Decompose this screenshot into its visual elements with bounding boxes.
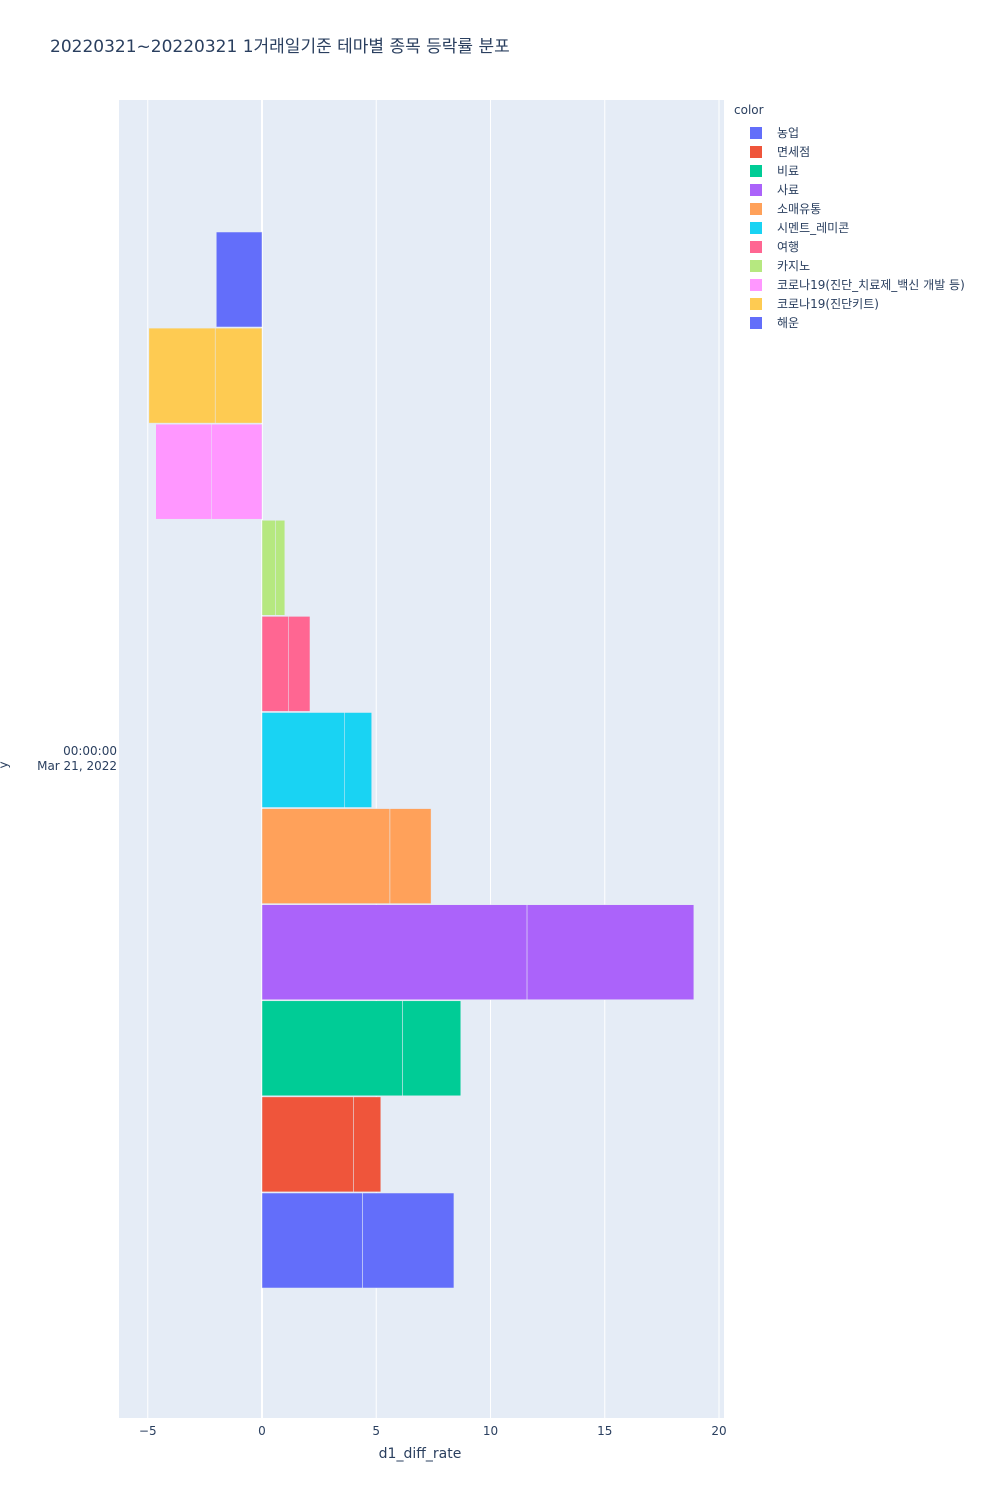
legend-swatch bbox=[750, 183, 762, 196]
legend-item[interactable]: 사료 bbox=[740, 180, 965, 199]
x-tick-label: 10 bbox=[483, 1424, 498, 1438]
bar-segment[interactable] bbox=[155, 423, 212, 520]
bar-segment[interactable] bbox=[211, 423, 263, 520]
bar-segment[interactable] bbox=[148, 327, 216, 424]
legend-label: 코로나19(진단키트) bbox=[777, 297, 879, 311]
bar-segment[interactable] bbox=[275, 520, 286, 616]
bar-segment[interactable] bbox=[261, 904, 528, 1000]
bar-segment[interactable] bbox=[402, 1000, 462, 1097]
legend-swatch bbox=[750, 316, 762, 329]
legend-label: 시멘트_레미콘 bbox=[777, 221, 850, 235]
legend-item[interactable]: 코로나19(진단키트) bbox=[740, 294, 965, 313]
bar-segment[interactable] bbox=[353, 1096, 382, 1193]
legend-item[interactable]: 농업 bbox=[740, 123, 965, 142]
bar-segment[interactable] bbox=[389, 808, 432, 904]
legend-swatch bbox=[750, 145, 762, 158]
legend-swatch bbox=[750, 240, 762, 253]
y-axis-label: y bbox=[0, 761, 11, 768]
legend-swatch bbox=[750, 297, 762, 310]
bar-segment[interactable] bbox=[526, 904, 695, 1000]
legend-item[interactable]: 소매유통 bbox=[740, 199, 965, 218]
legend-title: color bbox=[734, 103, 764, 117]
bar-segment[interactable] bbox=[214, 327, 263, 424]
legend-label: 코로나19(진단_치료제_백신 개발 등) bbox=[777, 278, 965, 292]
bar-segment[interactable] bbox=[288, 616, 311, 712]
legend-swatch bbox=[750, 164, 762, 177]
bar-segment[interactable] bbox=[261, 1192, 363, 1289]
bar-segment[interactable] bbox=[261, 808, 391, 904]
x-tick-label: 0 bbox=[258, 1424, 266, 1438]
bar-segment[interactable] bbox=[362, 1192, 455, 1289]
legend-label: 비료 bbox=[777, 164, 800, 178]
bar-segment[interactable] bbox=[261, 1000, 403, 1097]
x-tick-label: 5 bbox=[372, 1424, 380, 1438]
legend-swatch bbox=[750, 126, 762, 139]
legend-label: 소매유통 bbox=[777, 202, 822, 216]
legend-item[interactable]: 면세점 bbox=[740, 142, 965, 161]
legend-label: 해운 bbox=[777, 316, 800, 330]
bar-segment[interactable] bbox=[261, 616, 289, 712]
bar-segment[interactable] bbox=[261, 712, 345, 808]
legend-item[interactable]: 코로나19(진단_치료제_백신 개발 등) bbox=[740, 275, 965, 294]
legend-swatch bbox=[750, 278, 762, 291]
x-axis-label: d1_diff_rate bbox=[378, 1446, 462, 1462]
bar-segment[interactable] bbox=[216, 231, 263, 328]
legend-label: 농업 bbox=[777, 126, 800, 140]
x-tick-labels: −5 0 5 10 15 20 bbox=[139, 1424, 727, 1438]
legend-label: 여행 bbox=[777, 240, 800, 254]
bar-segment[interactable] bbox=[261, 1096, 354, 1193]
legend-label: 사료 bbox=[777, 183, 800, 197]
legend-item[interactable]: 여행 bbox=[740, 237, 965, 256]
legend-label: 면세점 bbox=[777, 145, 811, 159]
bar-segment[interactable] bbox=[344, 712, 372, 808]
x-tick-label: 15 bbox=[597, 1424, 612, 1438]
y-tick-time: 00:00:00 bbox=[63, 744, 117, 758]
legend-item[interactable]: 시멘트_레미콘 bbox=[740, 218, 965, 237]
x-tick-label: 20 bbox=[711, 1424, 726, 1438]
legend-swatch bbox=[750, 259, 762, 272]
legend-item[interactable]: 비료 bbox=[740, 161, 965, 180]
chart-title: 20220321~20220321 1거래일기준 테마별 종목 등락률 분포 bbox=[50, 37, 510, 57]
bar-segment[interactable] bbox=[261, 520, 276, 616]
legend-label: 카지노 bbox=[777, 259, 811, 273]
x-tick-label: −5 bbox=[139, 1424, 157, 1438]
y-tick-date: Mar 21, 2022 bbox=[37, 759, 117, 773]
legend-item[interactable]: 해운 bbox=[740, 313, 965, 332]
bars[interactable] bbox=[148, 231, 695, 1289]
legend-item[interactable]: 카지노 bbox=[740, 256, 965, 275]
legend-swatch bbox=[750, 221, 762, 234]
legend-swatch bbox=[750, 202, 762, 215]
y-tick-label: 00:00:00 Mar 21, 2022 bbox=[37, 744, 117, 774]
